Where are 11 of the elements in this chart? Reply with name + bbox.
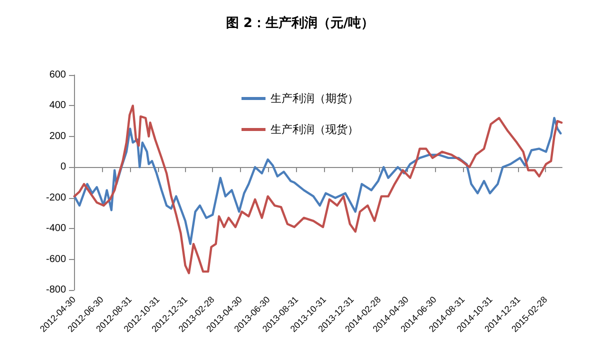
legend-label: 生产利润（现货） xyxy=(270,123,358,136)
y-tick-label: 0 xyxy=(60,162,66,173)
y-tick-label: 400 xyxy=(49,100,66,112)
y-tick-label: 200 xyxy=(49,130,66,142)
chart-title: 图 2：生产利润（元/吨） xyxy=(226,15,374,31)
legend-label: 生产利润（期货） xyxy=(270,92,358,105)
y-tick-label: -200 xyxy=(46,192,66,204)
y-tick-label: -600 xyxy=(46,254,66,265)
y-tick-label: -800 xyxy=(46,284,66,296)
y-tick-label: -400 xyxy=(46,223,66,234)
y-tick-label: 600 xyxy=(49,70,66,80)
